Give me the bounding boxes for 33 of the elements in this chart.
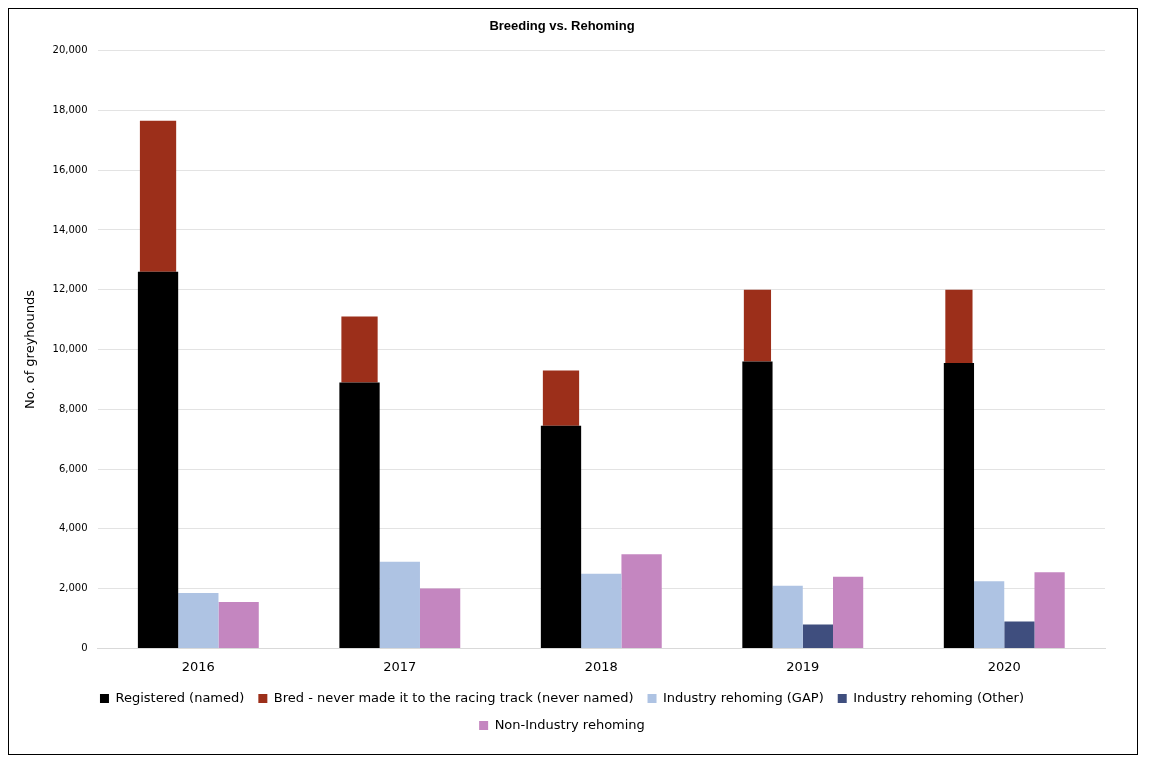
bar — [137, 271, 179, 648]
legend-label: Industry rehoming (Other) — [853, 689, 1025, 705]
legend-label: Non-Industry rehoming — [494, 716, 645, 732]
bar — [379, 561, 420, 648]
y-tick-label: 8,000 — [58, 402, 88, 414]
x-tick-label: 2017 — [383, 658, 417, 674]
x-tick-label: 2020 — [987, 658, 1021, 674]
x-tick-label: 2019 — [786, 658, 820, 674]
x-tick-label: 2016 — [181, 658, 215, 674]
legend-label: Registered (named) — [115, 689, 245, 705]
bar — [139, 120, 177, 272]
bar — [419, 588, 461, 648]
bar — [621, 554, 662, 648]
y-axis-title: No. of greyhounds — [22, 289, 38, 410]
bar — [802, 624, 833, 648]
y-tick-label: 20,000 — [52, 44, 88, 56]
y-tick-label: 4,000 — [58, 522, 88, 534]
y-tick-label: 0 — [81, 641, 88, 653]
y-tick-label: 18,000 — [52, 103, 88, 115]
y-tick-label: 2,000 — [58, 582, 88, 594]
y-tick-label: 6,000 — [58, 462, 88, 474]
bar — [178, 593, 219, 648]
y-tick-label: 10,000 — [52, 343, 88, 355]
y-tick-label: 16,000 — [52, 163, 88, 175]
bar — [1004, 621, 1035, 648]
legend-label: Industry rehoming (GAP) — [663, 689, 824, 705]
chart-title: Breeding vs. Rehoming — [489, 18, 635, 34]
bar — [339, 382, 380, 648]
bar — [341, 316, 378, 383]
x-tick-label: 2018 — [584, 658, 618, 674]
y-tick-label: 14,000 — [52, 223, 88, 235]
y-tick-label: 12,000 — [52, 283, 88, 295]
legend-label: Bred - never made it to the racing track (never named) — [273, 689, 634, 705]
